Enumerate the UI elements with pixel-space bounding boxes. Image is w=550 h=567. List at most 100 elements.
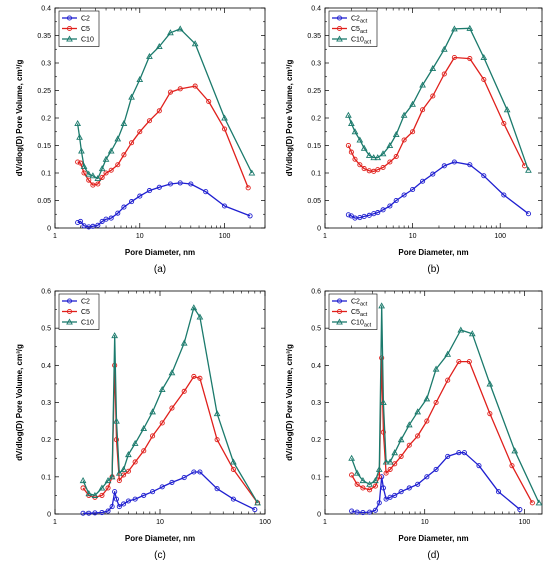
data-point-C2 — [167, 181, 173, 187]
x-tick-label: 10 — [409, 233, 417, 240]
series-line-C5 — [351, 357, 533, 504]
data-point-C5 — [75, 159, 81, 165]
data-point-C5 — [410, 129, 416, 135]
y-axis-label: dV/dlog(D) Pore Volume, cm³/g — [15, 344, 24, 461]
y-tick-label: 0.1 — [41, 474, 51, 481]
y-tick-label: 0.4 — [311, 6, 321, 13]
data-point-C2 — [366, 212, 372, 218]
data-point-C2 — [214, 486, 220, 492]
data-point-C10 — [149, 408, 156, 415]
data-point-C5 — [181, 388, 187, 394]
data-point-C5 — [245, 185, 251, 191]
data-point-C10 — [80, 162, 88, 169]
legend-label-C5: C5act — [351, 26, 368, 35]
data-point-C10 — [392, 130, 400, 138]
data-point-C2 — [367, 509, 373, 515]
data-point-C5 — [424, 418, 430, 424]
data-point-C5 — [116, 477, 122, 484]
data-point-C10 — [248, 169, 256, 176]
data-point-C5 — [352, 156, 358, 162]
y-tick-label: 0.4 — [41, 6, 51, 13]
legend-label-subscript: act — [364, 323, 372, 329]
data-point-C10 — [386, 458, 394, 465]
x-tick-label: 1 — [53, 233, 57, 240]
legend-label-C5: C5 — [81, 26, 90, 33]
data-point-C2 — [188, 181, 194, 187]
data-point-C10 — [74, 119, 82, 127]
series-C2 — [80, 469, 258, 516]
data-point-C10 — [468, 330, 476, 337]
data-point-C10 — [348, 119, 355, 127]
data-point-C2 — [203, 189, 209, 195]
y-tick-label: 0.1 — [41, 171, 51, 178]
data-point-C2 — [177, 180, 183, 186]
series-C10 — [74, 25, 256, 182]
data-point-C2 — [146, 188, 152, 194]
panel-caption: (c) — [154, 550, 166, 561]
data-point-C10 — [120, 119, 128, 127]
data-point-C2 — [108, 215, 114, 221]
legend-label-name: C10 — [81, 320, 94, 327]
data-point-C10 — [176, 25, 184, 32]
data-point-C10 — [391, 449, 399, 456]
data-point-C10 — [89, 172, 97, 179]
data-point-C10 — [374, 154, 382, 161]
data-point-C5 — [115, 162, 121, 168]
data-point-C5 — [348, 149, 354, 155]
data-point-C5 — [95, 181, 101, 187]
data-point-C10 — [191, 40, 199, 47]
data-point-C5 — [441, 71, 447, 77]
data-point-C2 — [406, 485, 412, 491]
data-point-C2 — [137, 193, 143, 199]
legend-label-subscript: act — [364, 40, 372, 46]
data-point-C2 — [99, 509, 105, 516]
data-point-C5 — [129, 140, 135, 146]
legend-label-name: C2 — [81, 299, 90, 306]
data-point-C5 — [398, 453, 404, 459]
data-point-C5 — [481, 76, 487, 83]
data-point-C10 — [440, 45, 448, 52]
data-point-C5 — [372, 483, 378, 489]
data-point-C10 — [365, 151, 373, 158]
data-point-C10 — [158, 385, 166, 393]
data-point-C10 — [451, 25, 458, 32]
data-point-C2 — [345, 212, 351, 218]
data-point-C10 — [136, 75, 144, 83]
legend-label-name: C5 — [81, 26, 90, 33]
panel-caption: (d) — [427, 550, 439, 561]
series-line-C5 — [347, 56, 526, 173]
x-tick-label: 100 — [259, 519, 271, 526]
data-point-C5 — [86, 177, 92, 183]
data-point-C2 — [495, 489, 502, 495]
legend-label-C10: C10 — [81, 37, 94, 44]
data-point-C10 — [113, 417, 120, 424]
legend-marker-C10 — [336, 35, 343, 42]
data-point-C10 — [382, 458, 390, 465]
y-tick-label: 0.35 — [37, 33, 51, 40]
data-point-C5 — [380, 164, 386, 171]
data-point-C2 — [99, 218, 105, 224]
data-point-C10 — [400, 111, 408, 118]
series-line-C5 — [82, 364, 259, 504]
data-point-C10 — [503, 106, 511, 113]
y-axis-label: dV/dlog(D) Pore Volume, cm³/g — [15, 60, 24, 177]
data-point-C2 — [132, 496, 138, 502]
data-point-C10 — [380, 398, 387, 406]
data-point-C10 — [146, 52, 153, 59]
data-point-C5 — [360, 485, 366, 491]
legend-label-name: C2 — [81, 16, 90, 23]
legend-marker-C2 — [66, 15, 73, 21]
data-point-C5 — [103, 170, 109, 176]
legend-label-name: C2 — [351, 16, 360, 23]
legend-label-name: C10 — [81, 37, 94, 44]
data-point-C2 — [352, 215, 358, 221]
data-point-C5 — [501, 120, 507, 127]
legend-marker-C10 — [66, 318, 73, 325]
data-point-C10 — [167, 29, 174, 36]
data-point-C2 — [169, 479, 175, 485]
series-line-C5 — [77, 85, 249, 189]
data-point-C5 — [433, 399, 439, 406]
data-point-C2 — [113, 496, 120, 502]
data-point-C5 — [192, 83, 198, 89]
data-point-C2 — [103, 216, 109, 222]
